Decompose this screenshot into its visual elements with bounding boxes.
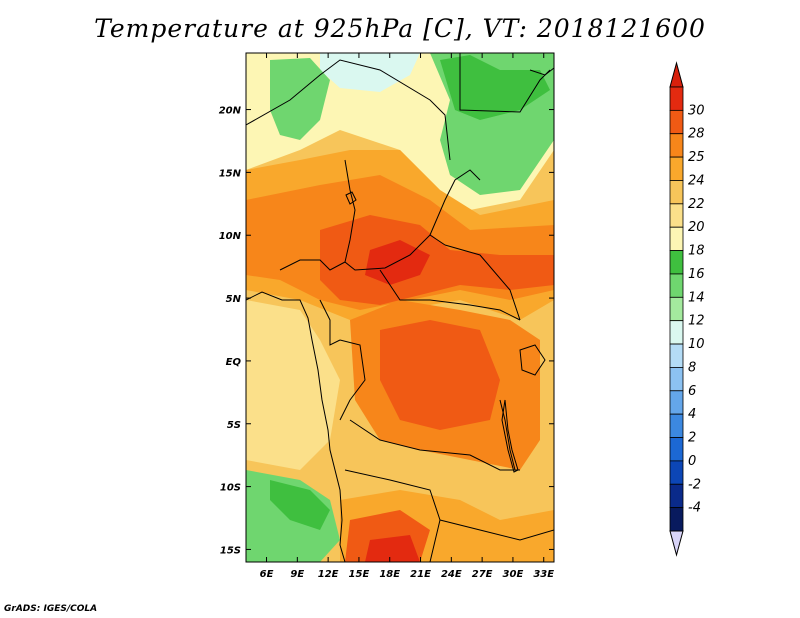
lon-tick-label: 15E [349,569,370,580]
colorbar-level-label: 18 [688,244,705,259]
border-chad [344,159,446,271]
colorbar-level-label: 2 [688,431,696,446]
colorbar-swatch [669,367,684,392]
border-car [379,269,521,321]
lon-tick-label: 27E [472,569,493,580]
colorbar-level-label: 10 [688,337,705,352]
lon-tick-label: 24E [441,569,462,580]
border-nigeria [279,259,346,271]
colorbar-swatch [669,109,684,135]
map-frame [245,52,555,563]
red-sea-coast [529,67,554,76]
colorbar-swatch [669,250,684,275]
colorbar-swatch [669,437,684,462]
colorbar-swatch [669,320,684,345]
border-sudan [429,169,481,236]
latitude-axis: 20N 15N 10N 5N EQ 5S 10S 15S [219,106,554,556]
colorbar-level-label: 25 [688,150,705,165]
temperature-field [246,53,554,562]
colorbar-level-label: 20 [688,220,705,235]
colorbar-swatch [669,226,684,251]
colorbar-swatch [669,413,684,438]
border-cameroon [319,299,341,346]
lake-tanganyika [501,399,519,473]
lat-tick-label: 15N [219,168,242,179]
colorbar-swatch [669,180,684,205]
border-south-1 [344,469,441,562]
lake-chad [345,191,357,205]
border-south-sudan [444,244,521,321]
lon-tick-label: 6E [260,569,274,580]
colorbar-swatch [669,273,684,298]
lat-tick-label: 15S [220,545,241,556]
colorbar-level-label: 30 [688,103,705,118]
colorbar-level-label: 16 [688,267,705,282]
colorbar-level-label: 0 [688,454,696,469]
field-atlantic-green-dark [270,480,330,530]
grads-credit: GrADS: IGES/COLA [4,604,98,614]
lat-tick-label: 20N [219,106,242,117]
colorbar-swatch [669,460,684,485]
border-sahara-1 [246,59,451,161]
lon-tick-label: 12E [318,569,339,580]
lat-tick-label: 5S [227,420,241,431]
colorbar-swatch [669,507,684,532]
colorbar-level-label: 24 [688,173,705,188]
map-title: Temperature at 925hPa [C], VT: 201812160… [94,14,706,43]
field-lightblue-north [320,53,420,92]
colorbar-swatch [669,86,684,111]
longitude-axis: 6E 9E 12E 15E 18E 21E 24E 27E 30E 33E [260,53,554,580]
colorbar-level-label: 6 [688,384,696,399]
field-hot-core [320,215,554,305]
colorbar-level-label: 4 [688,407,696,422]
border-congo-1 [339,339,366,421]
lat-tick-label: 10N [219,231,242,242]
coastline-west [246,291,346,562]
lon-tick-label: 30E [503,569,524,580]
lon-tick-label: 33E [533,569,554,580]
lat-tick-label: 10S [220,483,241,494]
colorbar-swatch [669,390,684,415]
colorbar-level-label: 22 [688,197,705,212]
border-sahara-2 [459,53,551,113]
lake-victoria [519,344,546,376]
colorbar-level-label: -2 [688,477,701,492]
lon-tick-label: 21E [410,569,431,580]
colorbar-swatch [669,343,684,368]
colorbar-level-label: 28 [688,127,705,142]
colorbar-level-label: -4 [688,501,701,516]
lat-tick-label: EQ [226,357,242,368]
colorbar-bottom-arrow [669,530,684,557]
colorbar-level-label: 14 [688,290,705,305]
border-south-2 [439,519,554,541]
field-south-hottest [365,535,420,562]
field-green-northwest [270,58,330,140]
borders [246,53,554,562]
field-green-dark-northeast [440,55,550,120]
field-congo-mid [380,320,500,430]
border-lakes [499,399,516,471]
colorbar-swatch [669,296,684,322]
colorbar-swatch [669,133,684,158]
colorbar-top-arrow [669,61,684,88]
lon-tick-label: 18E [379,569,400,580]
colorbar-swatch [669,483,684,509]
colorbar-level-label: 12 [688,314,705,329]
colorbar-level-label: 8 [688,360,696,375]
lon-tick-label: 9E [290,569,304,580]
lat-tick-label: 5N [226,294,242,305]
colorbar-swatch [669,156,684,181]
colorbar-swatch [669,203,684,228]
field-atlantic-cool [246,300,340,470]
border-congo-2 [349,419,520,471]
